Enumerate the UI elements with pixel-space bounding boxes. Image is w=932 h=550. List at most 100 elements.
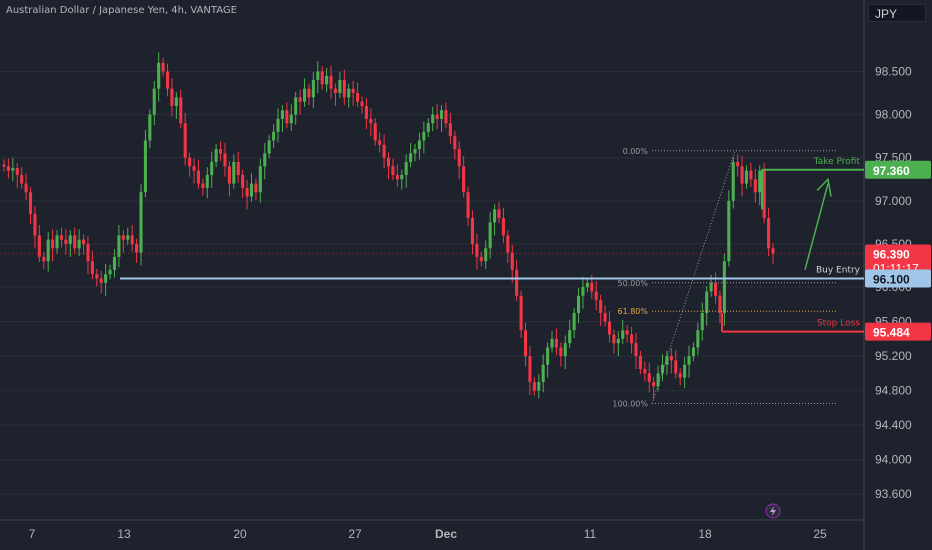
candle-body bbox=[316, 71, 320, 81]
candle-body bbox=[700, 312, 704, 331]
candle-body bbox=[174, 97, 178, 106]
candle-body bbox=[581, 287, 585, 296]
price-marker-label: 95.484 bbox=[873, 326, 910, 340]
candle-body bbox=[130, 235, 134, 244]
candle-body bbox=[329, 75, 333, 89]
take-profit-label: Take Profit bbox=[813, 157, 861, 167]
candle-body bbox=[590, 282, 594, 292]
candle-body bbox=[431, 114, 435, 124]
fib-trend-line bbox=[651, 150, 736, 404]
candle-body bbox=[395, 174, 399, 180]
candle-body bbox=[484, 248, 488, 262]
candle-body bbox=[687, 356, 691, 365]
candle-body bbox=[20, 174, 24, 184]
candle-body bbox=[201, 183, 205, 188]
candle-body bbox=[369, 118, 373, 124]
candle-body bbox=[612, 334, 616, 344]
candle-body bbox=[59, 235, 64, 240]
candle-body bbox=[272, 131, 276, 141]
x-tick-label: 20 bbox=[233, 527, 247, 541]
candle-body bbox=[722, 261, 726, 313]
y-tick-label: 97.000 bbox=[875, 194, 912, 208]
price-marker bbox=[865, 244, 931, 277]
candle-body bbox=[351, 88, 355, 94]
candle-body bbox=[457, 149, 461, 167]
candle-body bbox=[643, 369, 647, 374]
candle-body bbox=[298, 97, 302, 102]
candle-body bbox=[267, 140, 271, 154]
candle-body bbox=[572, 312, 576, 331]
candle-body bbox=[554, 338, 558, 348]
candle-body bbox=[422, 131, 426, 141]
candle-body bbox=[559, 347, 563, 357]
candle-body bbox=[625, 330, 629, 335]
candle-body bbox=[338, 80, 342, 94]
candle-body bbox=[718, 295, 722, 313]
x-tick-label: 13 bbox=[117, 527, 131, 541]
candle-body bbox=[2, 164, 6, 167]
candle-body bbox=[6, 166, 10, 171]
candle-body bbox=[709, 282, 713, 292]
candle-body bbox=[386, 157, 391, 167]
x-tick-label: 7 bbox=[29, 527, 36, 541]
candle-body bbox=[731, 162, 735, 201]
candle-body bbox=[82, 239, 86, 244]
fib-level-label: 61.80% bbox=[617, 307, 648, 316]
candle-body bbox=[713, 282, 718, 296]
candle-body bbox=[413, 149, 417, 154]
x-tick-label: 11 bbox=[584, 527, 597, 541]
candle-body bbox=[302, 88, 307, 102]
currency-label[interactable]: JPY bbox=[868, 4, 926, 22]
candle-body bbox=[311, 80, 315, 98]
candle-body bbox=[320, 71, 324, 85]
fib-level-label: 0.00% bbox=[623, 147, 649, 156]
candle-body bbox=[325, 75, 329, 85]
price-marker-label: 97.360 bbox=[873, 164, 910, 178]
candle-body bbox=[727, 200, 731, 262]
candle-body bbox=[263, 153, 267, 167]
candle-body bbox=[426, 123, 430, 132]
candle-body bbox=[258, 166, 262, 193]
candle-body bbox=[294, 97, 298, 115]
price-marker-label: 96.100 bbox=[873, 272, 910, 286]
candle-body bbox=[435, 114, 439, 119]
candle-body bbox=[488, 222, 492, 249]
candle-body bbox=[674, 360, 678, 374]
candle-body bbox=[64, 239, 68, 244]
candle-body bbox=[656, 373, 660, 387]
price-marker-label: 96.390 bbox=[873, 247, 910, 261]
candle-body bbox=[767, 218, 771, 249]
candle-body bbox=[607, 321, 612, 335]
x-tick-label: 18 bbox=[698, 527, 712, 541]
candle-body bbox=[537, 381, 541, 391]
candle-body bbox=[638, 356, 642, 370]
fib-level-label: 100.00% bbox=[612, 400, 648, 409]
candle-body bbox=[439, 110, 444, 119]
candle-body bbox=[603, 312, 607, 322]
candle-body bbox=[183, 123, 187, 158]
candle-body bbox=[15, 168, 19, 175]
candle-body bbox=[108, 269, 112, 275]
candle-body bbox=[99, 278, 103, 283]
candle-body bbox=[550, 338, 554, 348]
candle-body bbox=[634, 343, 638, 357]
candle-body bbox=[404, 162, 408, 175]
candle-body bbox=[448, 123, 452, 137]
candle-body bbox=[165, 71, 170, 89]
candle-body bbox=[126, 235, 130, 240]
candle-body bbox=[90, 261, 94, 275]
candle-body bbox=[758, 170, 762, 193]
candle-body bbox=[33, 213, 37, 236]
candle-body bbox=[382, 144, 386, 158]
candle-body bbox=[214, 149, 218, 163]
candle-body bbox=[594, 291, 598, 301]
candle-body bbox=[223, 153, 227, 167]
candle-body bbox=[660, 364, 665, 374]
candle-body bbox=[400, 174, 404, 180]
candle-body bbox=[621, 330, 625, 339]
y-tick-label: 98.500 bbox=[875, 64, 912, 78]
candle-body bbox=[744, 170, 749, 184]
candle-body bbox=[736, 162, 740, 167]
candle-body bbox=[753, 179, 757, 193]
